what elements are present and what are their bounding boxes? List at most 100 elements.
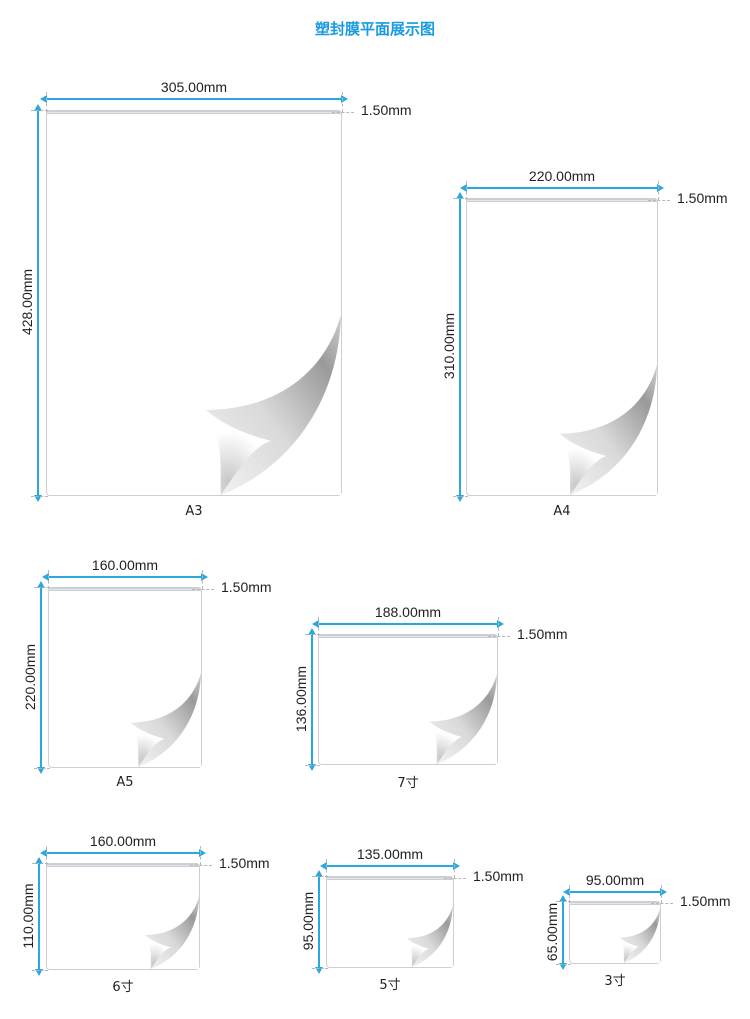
extension-line — [556, 964, 571, 965]
seal-thickness-label: 1.50mm — [361, 102, 412, 118]
extension-line — [202, 570, 203, 589]
arrow-down-icon — [559, 963, 567, 970]
extension-line — [326, 859, 327, 878]
seal-edge — [49, 588, 201, 591]
page-curl-icon — [406, 906, 453, 967]
seal-extension-line — [332, 112, 354, 113]
width-dimension-line — [42, 573, 208, 581]
extension-line — [305, 634, 320, 635]
arrow-up-icon — [35, 857, 43, 864]
seal-thickness-label: 1.50mm — [221, 579, 272, 595]
arrow-right-icon — [199, 849, 206, 857]
arrow-down-icon — [315, 967, 323, 974]
height-dimension-line — [35, 857, 43, 976]
arrow-left-icon — [42, 573, 49, 581]
extension-line — [569, 885, 570, 903]
page-curl-icon — [206, 315, 341, 495]
arrow-left-icon — [312, 620, 319, 628]
arrow-down-icon — [456, 495, 464, 502]
width-label: 135.00mm — [356, 846, 424, 862]
arrow-left-icon — [40, 95, 47, 103]
arrow-left-icon — [460, 184, 467, 192]
width-label: 305.00mm — [160, 79, 228, 95]
arrow-down-icon — [34, 495, 42, 502]
extension-line — [34, 587, 50, 588]
page-curl-icon — [145, 897, 199, 969]
width-label: 220.00mm — [528, 168, 596, 184]
width-dimension-line — [312, 620, 504, 628]
width-dimension-line — [460, 184, 664, 192]
arrow-left-icon — [563, 888, 570, 896]
extension-line — [31, 110, 48, 111]
arrow-up-icon — [315, 870, 323, 877]
width-dimension-line — [563, 888, 667, 896]
extension-line — [46, 846, 47, 865]
arrow-right-icon — [201, 573, 208, 581]
page-title: 塑封膜平面展示图 — [314, 20, 435, 38]
sheet-size-name: 3寸 — [604, 974, 626, 989]
page-curl-icon — [429, 674, 497, 764]
arrow-right-icon — [660, 888, 667, 896]
height-dimension-line — [308, 628, 316, 771]
extension-line — [342, 92, 343, 112]
arrow-up-icon — [308, 628, 316, 635]
arrow-left-icon — [40, 849, 47, 857]
extension-line — [453, 496, 468, 497]
extension-line — [466, 181, 467, 200]
extension-line — [200, 846, 201, 865]
width-label: 160.00mm — [91, 557, 159, 573]
seal-thickness-label: 1.50mm — [219, 855, 270, 871]
arrow-right-icon — [657, 184, 664, 192]
extension-line — [312, 876, 328, 877]
height-label: 95.00mm — [300, 891, 316, 951]
extension-line — [661, 885, 662, 903]
seal-edge — [570, 902, 660, 905]
page-curl-icon — [559, 365, 657, 495]
extension-line — [32, 970, 48, 971]
extension-line — [32, 863, 48, 864]
seal-extension-line — [488, 636, 510, 637]
extension-line — [556, 901, 571, 902]
arrow-down-icon — [308, 764, 316, 771]
height-dimension-line — [37, 581, 45, 774]
seal-extension-line — [192, 589, 214, 590]
arrow-right-icon — [497, 620, 504, 628]
arrow-up-icon — [37, 581, 45, 588]
sheet-size-name: 6寸 — [112, 980, 134, 995]
page-curl-icon — [619, 909, 660, 963]
extension-line — [318, 617, 319, 636]
sheet-size-name: 7寸 — [397, 776, 419, 791]
seal-thickness-label: 1.50mm — [473, 868, 524, 884]
width-dimension-line — [40, 95, 348, 103]
height-dimension-line — [34, 104, 42, 502]
extension-line — [312, 968, 328, 969]
width-dimension-line — [40, 849, 206, 857]
extension-line — [658, 181, 659, 200]
sheet-size-name: A4 — [553, 504, 571, 519]
height-label: 110.00mm — [20, 882, 36, 949]
height-label: 428.00mm — [19, 268, 35, 336]
height-dimension-line — [559, 895, 567, 970]
seal-extension-line — [190, 865, 212, 866]
width-label: 188.00mm — [374, 604, 442, 620]
height-label: 65.00mm — [544, 902, 560, 961]
extension-line — [498, 617, 499, 636]
seal-thickness-label: 1.50mm — [677, 190, 728, 206]
height-label: 310.00mm — [441, 312, 457, 380]
arrow-left-icon — [320, 862, 327, 870]
extension-line — [34, 768, 50, 769]
extension-line — [31, 496, 48, 497]
width-dimension-line — [320, 862, 460, 870]
seal-edge — [47, 864, 199, 867]
arrow-up-icon — [456, 192, 464, 199]
seal-edge — [319, 635, 497, 638]
extension-line — [454, 859, 455, 878]
arrow-up-icon — [34, 104, 42, 111]
extension-line — [48, 570, 49, 589]
arrow-right-icon — [341, 95, 348, 103]
arrow-right-icon — [453, 862, 460, 870]
seal-thickness-label: 1.50mm — [517, 626, 568, 642]
sheet-size-name: A3 — [185, 504, 203, 519]
arrow-down-icon — [37, 767, 45, 774]
sheet-size-name: A5 — [116, 775, 134, 790]
